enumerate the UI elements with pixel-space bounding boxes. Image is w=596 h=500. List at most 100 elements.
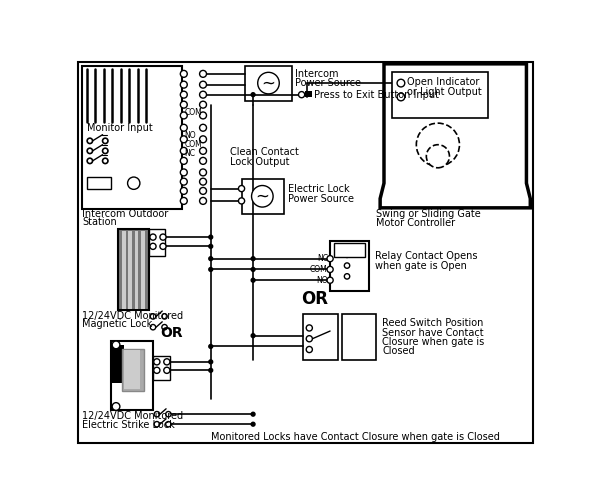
- Circle shape: [209, 368, 213, 372]
- Text: ~: ~: [262, 74, 275, 92]
- Circle shape: [87, 158, 92, 164]
- Polygon shape: [380, 64, 530, 208]
- Circle shape: [181, 124, 187, 131]
- Text: COM: COM: [185, 108, 202, 117]
- Circle shape: [87, 138, 92, 143]
- Text: COM: COM: [310, 265, 328, 274]
- Text: Monitored Locks have Contact Closure when gate is Closed: Monitored Locks have Contact Closure whe…: [211, 432, 499, 442]
- Text: Magnetic Lock: Magnetic Lock: [82, 319, 153, 329]
- Bar: [303, 314, 338, 360]
- Text: Closure when gate is: Closure when gate is: [383, 337, 485, 347]
- Circle shape: [181, 136, 187, 143]
- Circle shape: [112, 341, 120, 349]
- Circle shape: [344, 252, 350, 258]
- Circle shape: [209, 244, 213, 248]
- Text: 12/24VDC Monitored: 12/24VDC Monitored: [82, 310, 184, 320]
- Text: Electric Lock: Electric Lock: [288, 184, 349, 194]
- Text: NC: NC: [317, 254, 328, 263]
- Bar: [135, 231, 138, 308]
- Circle shape: [200, 198, 206, 204]
- Bar: [392, 72, 488, 118]
- Circle shape: [154, 412, 160, 417]
- Circle shape: [181, 112, 187, 119]
- Circle shape: [299, 92, 305, 98]
- Text: Motor Controller: Motor Controller: [376, 218, 455, 228]
- Circle shape: [200, 124, 206, 131]
- Circle shape: [154, 359, 160, 365]
- Text: Power Source: Power Source: [288, 194, 354, 203]
- Bar: [153, 356, 170, 380]
- Circle shape: [181, 81, 187, 88]
- Circle shape: [251, 92, 255, 96]
- Circle shape: [397, 93, 405, 101]
- Circle shape: [238, 198, 244, 204]
- Circle shape: [200, 188, 206, 194]
- Bar: [122, 231, 126, 308]
- Circle shape: [181, 178, 187, 185]
- Text: Reed Switch Position: Reed Switch Position: [383, 318, 484, 328]
- Circle shape: [251, 268, 255, 272]
- Circle shape: [162, 324, 167, 330]
- Circle shape: [181, 188, 187, 194]
- Circle shape: [181, 148, 187, 154]
- Text: NC: NC: [185, 150, 195, 158]
- Circle shape: [209, 235, 213, 239]
- Circle shape: [251, 422, 255, 426]
- Circle shape: [306, 346, 312, 352]
- Circle shape: [200, 136, 206, 143]
- Circle shape: [181, 169, 187, 176]
- Text: Lock Output: Lock Output: [230, 156, 290, 166]
- Circle shape: [181, 70, 187, 78]
- Circle shape: [154, 422, 160, 427]
- Circle shape: [252, 186, 273, 207]
- Bar: [305, 91, 312, 97]
- Circle shape: [160, 244, 166, 250]
- Text: when gate is Open: when gate is Open: [375, 260, 467, 270]
- Circle shape: [344, 263, 350, 268]
- Circle shape: [103, 158, 108, 164]
- Bar: [330, 241, 368, 291]
- Circle shape: [251, 412, 255, 416]
- Text: Intercom Outdoor: Intercom Outdoor: [82, 209, 169, 219]
- Circle shape: [251, 334, 255, 338]
- Text: Intercom: Intercom: [296, 69, 339, 79]
- Circle shape: [154, 367, 160, 374]
- Bar: [87, 177, 111, 190]
- Circle shape: [306, 336, 312, 342]
- Circle shape: [327, 266, 333, 272]
- Text: Station: Station: [82, 216, 117, 226]
- Circle shape: [200, 70, 206, 78]
- Text: Monitor Input: Monitor Input: [87, 123, 153, 133]
- Bar: [122, 349, 144, 391]
- Circle shape: [200, 158, 206, 164]
- Circle shape: [209, 256, 213, 260]
- Circle shape: [181, 158, 187, 164]
- Circle shape: [251, 256, 255, 260]
- Bar: [141, 231, 144, 308]
- Circle shape: [251, 278, 255, 282]
- Circle shape: [306, 325, 312, 331]
- Circle shape: [166, 412, 171, 417]
- Circle shape: [200, 178, 206, 185]
- Bar: [246, 66, 291, 101]
- Text: Power Source: Power Source: [296, 78, 361, 88]
- Circle shape: [209, 360, 213, 364]
- Circle shape: [150, 244, 156, 250]
- Text: Press to Exit Button Input: Press to Exit Button Input: [314, 90, 439, 100]
- Text: Closed: Closed: [383, 346, 415, 356]
- Circle shape: [200, 112, 206, 119]
- Circle shape: [103, 148, 108, 154]
- Circle shape: [200, 101, 206, 108]
- Text: Swing or Sliding Gate: Swing or Sliding Gate: [376, 209, 481, 219]
- Circle shape: [162, 314, 167, 319]
- Text: NO: NO: [185, 131, 196, 140]
- Circle shape: [327, 277, 333, 283]
- Circle shape: [112, 402, 120, 410]
- Circle shape: [166, 422, 171, 427]
- Circle shape: [200, 81, 206, 88]
- Text: NO: NO: [316, 276, 328, 284]
- Circle shape: [200, 169, 206, 176]
- Text: COM: COM: [185, 140, 202, 149]
- Circle shape: [238, 186, 244, 192]
- Bar: [82, 66, 182, 208]
